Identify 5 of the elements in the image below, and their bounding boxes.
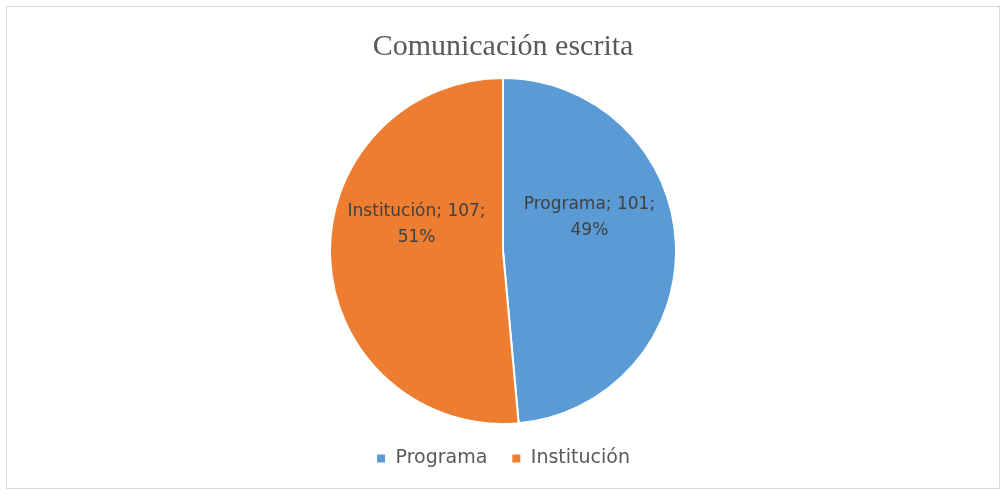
- legend-label: Programa: [395, 445, 488, 468]
- data-label: Institución; 107; 51%: [347, 200, 486, 247]
- legend-label: Institución: [530, 445, 630, 468]
- data-label: Programa; 101; 49%: [523, 192, 656, 239]
- chart-title: Comunicación escrita: [372, 27, 634, 61]
